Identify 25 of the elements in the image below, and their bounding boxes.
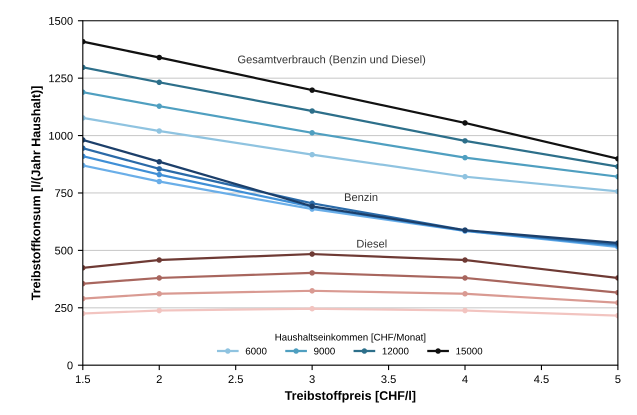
y-tick-label: 250 bbox=[55, 304, 73, 312]
annotation: Diesel bbox=[357, 239, 386, 248]
y-tick-label: 500 bbox=[54, 246, 73, 255]
x-tick-label: 3.5 bbox=[381, 375, 396, 384]
x-tick-label: 5 bbox=[615, 375, 621, 384]
x-tick-label: 4 bbox=[462, 375, 468, 383]
x-tick-label: 2.5 bbox=[228, 375, 243, 384]
y-tick-label: 1250 bbox=[49, 74, 73, 82]
y-tick-label: 1500 bbox=[49, 17, 73, 25]
legend-label: 12000 bbox=[382, 348, 409, 355]
x-tick-label: 4.5 bbox=[534, 375, 549, 384]
annotation: Benzin bbox=[344, 192, 378, 202]
y-axis-title: Treibstoffkonsum [l/(Jahr Haushalt)] bbox=[31, 86, 43, 300]
x-tick-label: 3 bbox=[309, 375, 315, 384]
y-tick-label: 1000 bbox=[49, 132, 73, 140]
legend-title: Haushaltseinkommen [CHF/Monat] bbox=[276, 333, 426, 343]
x-axis-title: Treibstoffpreis [CHF/l] bbox=[284, 390, 416, 402]
x-tick-label: 2 bbox=[156, 375, 162, 383]
y-tick-label: 0 bbox=[67, 361, 73, 370]
y-tick-label: 750 bbox=[55, 189, 73, 198]
x-tick-label: 1.5 bbox=[76, 375, 90, 384]
annotation: Gesamtverbrauch (Benzin und Diesel) bbox=[238, 55, 426, 66]
legend-label: 15000 bbox=[456, 348, 482, 355]
legend-label: 6000 bbox=[246, 348, 267, 355]
legend-label: 9000 bbox=[314, 348, 335, 355]
